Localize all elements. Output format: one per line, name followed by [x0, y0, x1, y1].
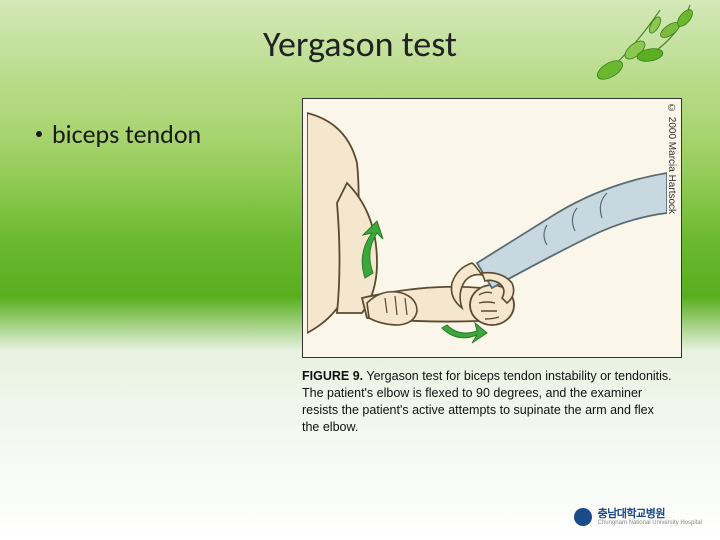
- footer-logo: 충남대학교병원 Chungnam National University Hos…: [574, 508, 702, 526]
- bullet-text: biceps tendon: [52, 118, 201, 150]
- figure-label: FIGURE 9.: [302, 369, 363, 383]
- logo-text: 충남대학교병원: [598, 509, 702, 520]
- figure-copyright: © 2000 Marcia Hartsock: [666, 103, 677, 214]
- slide: Yergason test biceps tendon © 2000 Marci…: [0, 0, 720, 540]
- logo-mark-icon: [574, 508, 592, 526]
- figure-caption: FIGURE 9. Yergason test for biceps tendo…: [302, 368, 674, 436]
- bullet-item: biceps tendon: [36, 118, 201, 150]
- figure-box: © 2000 Marcia Hartsock: [302, 98, 682, 358]
- slide-title: Yergason test: [0, 22, 720, 66]
- bullet-dot-icon: [36, 131, 42, 137]
- figure-illustration: [307, 103, 667, 355]
- logo-subtext: Chungnam National University Hospital: [598, 520, 702, 526]
